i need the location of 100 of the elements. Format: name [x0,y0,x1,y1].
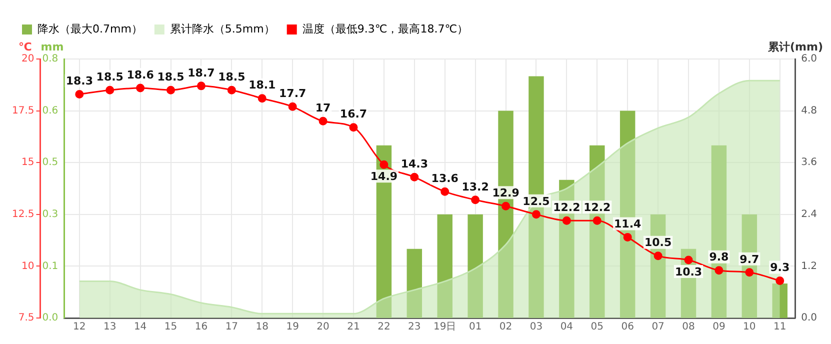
x-tick-label: 16 [194,322,208,333]
x-tick-label: 23 [408,322,421,333]
point [562,216,571,225]
data-label: 17.7 [279,87,306,100]
y3-tick-label: 3.6 [801,157,818,168]
x-tick-label: 15 [164,322,178,333]
point [592,216,602,225]
y3-tick-label: 0.0 [801,312,818,324]
point [502,202,510,210]
data-label: 18.5 [218,70,246,84]
y-tick-label: 15 [22,157,34,168]
y2-tick-label: 0.3 [42,208,58,220]
point [166,86,176,94]
point [227,86,236,94]
data-label: 9.8 [709,250,729,264]
y2-tick-label: 0.5 [42,157,58,168]
x-tick-label: 06 [621,322,634,333]
point [106,86,114,94]
y-axis-title: ℃ [18,40,32,54]
point [410,172,419,182]
data-label: 9.7 [740,252,760,266]
y3-tick-label: 6.0 [801,54,818,65]
x-tick-label: 14 [134,322,147,333]
y-tick-label: 17.5 [12,105,34,116]
data-label: 18.1 [248,78,276,92]
data-label: 10.5 [644,236,672,250]
data-label: 12.2 [553,200,580,214]
data-label: 18.6 [126,68,154,82]
data-label: 12.9 [492,186,520,200]
x-tick-label: 02 [499,322,512,333]
point [745,268,754,277]
bar [406,248,422,318]
x-tick-label: 11 [774,322,786,333]
x-tick-label: 09 [712,322,726,333]
x-tick-label: 19日 [433,322,456,333]
bar [437,214,452,318]
point [532,210,540,219]
data-label: 14.9 [370,170,398,184]
data-label: 9.3 [770,261,790,274]
point [440,187,450,196]
x-tick-label: 05 [590,322,604,333]
data-label: 18.3 [66,74,93,88]
point [75,90,84,98]
x-tick-label: 12 [73,322,86,333]
x-tick-label: 13 [103,322,116,333]
y2-tick-label: 0.1 [42,260,58,272]
y-tick-label: 7.5 [18,312,34,324]
data-label: 18.5 [96,70,124,84]
y2-tick-label: 0.6 [42,105,58,116]
x-tick-label: 19 [286,322,299,333]
data-label: 11.4 [614,218,642,231]
y-tick-label: 10 [22,260,34,272]
x-tick-label: 08 [682,322,695,333]
x-tick-label: 07 [652,322,664,333]
legend-label: 温度（最低9.3℃，最高18.7℃） [302,22,468,36]
y3-tick-label: 2.4 [801,208,818,220]
y2-axis-title: mm [40,40,64,54]
point [776,276,784,285]
x-tick-label: 21 [347,322,360,333]
data-label: 18.5 [157,70,184,84]
point [380,160,388,169]
x-tick-label: 18 [256,322,268,333]
point [623,232,632,242]
x-tick-label: 04 [560,322,574,333]
point [196,82,206,90]
x-tick-label: 20 [316,322,330,333]
bar [468,214,483,318]
y-tick-label: 20 [22,54,34,65]
x-tick-label: 03 [530,322,543,333]
x-tick-label: 01 [468,322,482,333]
point [684,256,693,264]
legend-label: 累计降水（5.5mm） [170,22,275,36]
data-label: 14.3 [400,157,428,170]
y2-tick-label: 0.0 [42,312,58,324]
x-tick-label: 17 [225,322,238,333]
y2-tick-label: 0.8 [42,54,58,65]
data-label: 13.6 [431,172,459,185]
bar [772,283,788,318]
y-tick-label: 12.5 [12,208,34,220]
point [471,196,480,204]
x-tick-label: 22 [378,322,390,333]
point [318,116,328,126]
data-label: 16.7 [340,108,368,121]
bar [711,145,727,318]
data-label: 10.3 [674,265,702,278]
data-label: 13.2 [462,180,489,194]
data-label: 18.7 [188,66,215,80]
data-label: 12.2 [584,200,611,214]
y3-tick-label: 4.8 [801,105,818,116]
point [136,84,145,92]
point [714,266,724,275]
y3-tick-label: 1.2 [801,260,818,272]
point [288,102,297,111]
point [654,252,662,260]
x-tick-label: 10 [743,322,756,333]
point [349,123,358,132]
y3-axis-title: 累计(mm) [767,40,823,54]
point [258,94,266,103]
data-label: 17 [315,102,331,115]
legend-label: 降水（最大0.7mm） [38,22,142,36]
